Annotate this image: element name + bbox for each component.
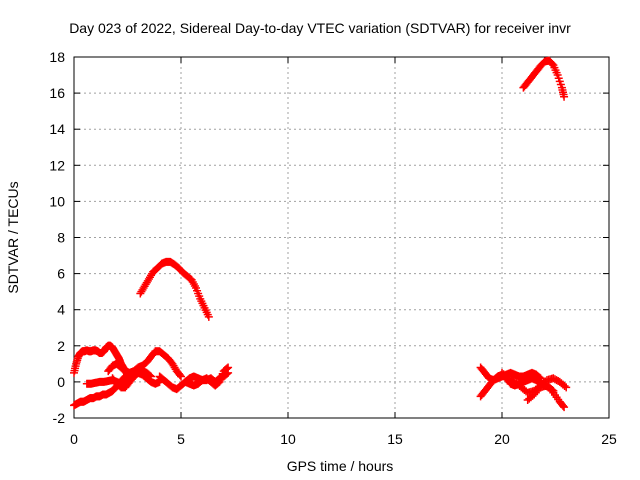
series-arc-e	[108, 367, 156, 392]
plot-frame	[73, 56, 610, 419]
y-tick-label: 12	[49, 157, 65, 173]
data-point	[147, 372, 156, 381]
x-axis-label: GPS time / hours	[287, 458, 394, 474]
x-tick-label: 20	[494, 431, 510, 447]
series-arc-d	[104, 347, 185, 381]
x-tick-label: 25	[601, 431, 617, 447]
x-tick-label: 5	[177, 431, 185, 447]
y-tick-labels: -2 0 2 4 6 8 10 12 14 16 18	[49, 49, 65, 426]
y-tick-label: -2	[53, 410, 66, 426]
data-marks	[70, 56, 571, 412]
y-tick-label: 0	[57, 374, 65, 390]
y-tick-label: 18	[49, 49, 65, 65]
y-tick-label: 14	[49, 121, 65, 137]
data-point	[224, 363, 233, 372]
chart-title: Day 023 of 2022, Sidereal Day-to-day VTE…	[69, 20, 571, 36]
x-tick-label: 15	[387, 431, 403, 447]
y-tick-label: 4	[57, 302, 65, 318]
x-tick-label: 10	[280, 431, 296, 447]
data-point	[223, 364, 232, 373]
x-tick-label: 0	[70, 431, 78, 447]
grid-lines	[74, 57, 609, 418]
y-tick-label: 6	[57, 266, 65, 282]
data-point	[560, 403, 569, 412]
data-point	[560, 92, 569, 101]
data-point	[175, 371, 184, 380]
y-tick-label: 2	[57, 338, 65, 354]
series-arc-a	[70, 341, 132, 379]
data-point	[560, 381, 569, 390]
data-point	[558, 401, 567, 410]
x-tick-labels: 0 5 10 15 20 25	[70, 431, 617, 447]
data-point	[562, 383, 571, 392]
y-tick-label: 16	[49, 85, 65, 101]
series-arc-l	[523, 381, 569, 412]
y-tick-label: 8	[57, 230, 65, 246]
y-axis-label: SDTVAR / TECUs	[5, 181, 21, 293]
data-point	[547, 386, 556, 395]
data-point	[204, 312, 213, 321]
data-point	[145, 371, 154, 380]
series-arc-h	[136, 257, 213, 321]
data-point	[177, 372, 185, 381]
axis-ticks	[73, 56, 610, 419]
y-tick-label: 10	[49, 193, 65, 209]
series-arc-g	[181, 363, 233, 390]
series-arc-m	[519, 56, 569, 101]
